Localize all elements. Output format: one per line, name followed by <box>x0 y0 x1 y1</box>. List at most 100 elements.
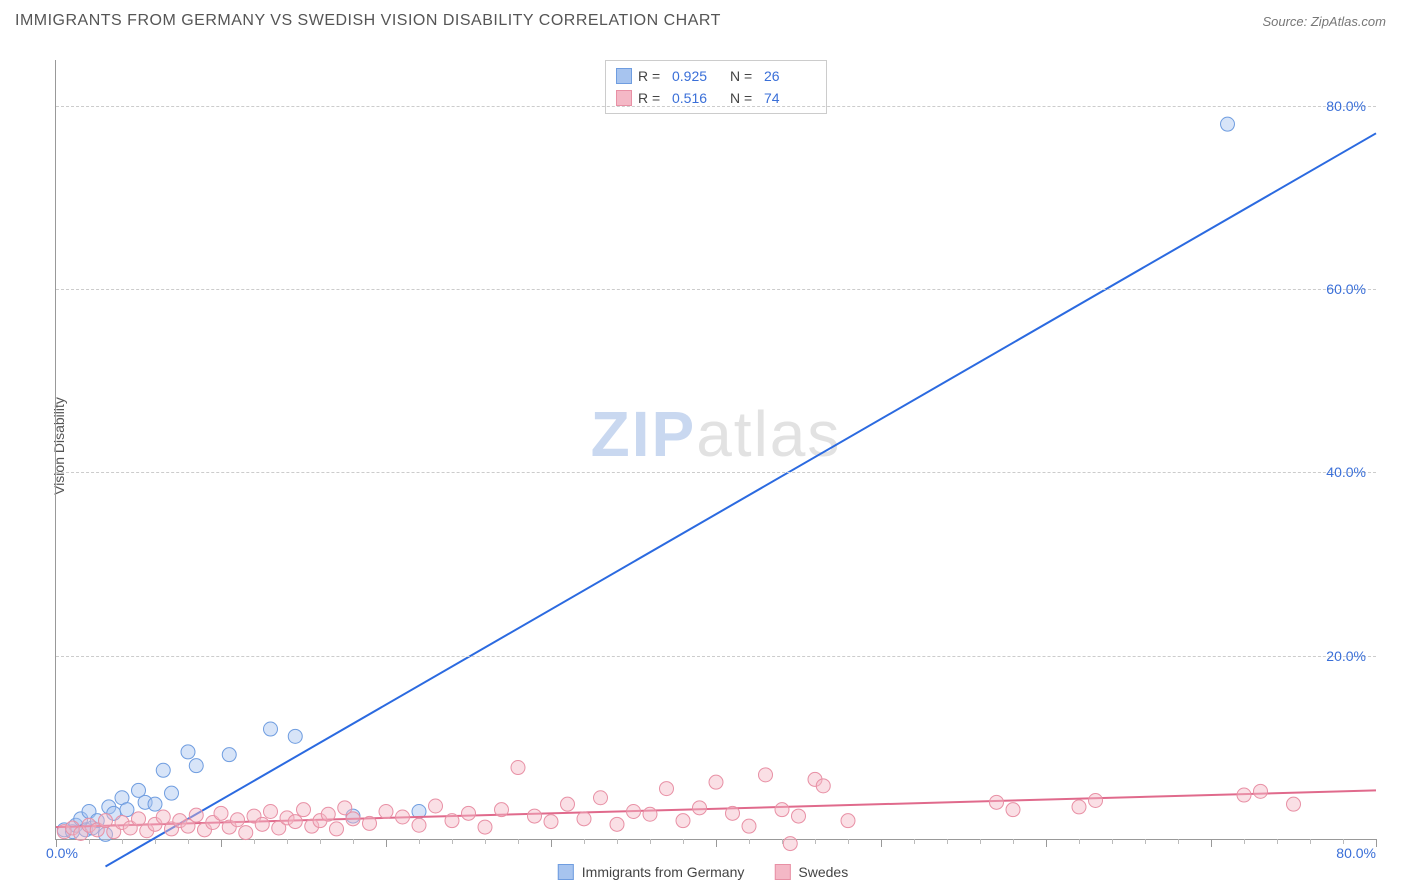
source-name: ZipAtlas.com <box>1311 14 1386 29</box>
data-point <box>660 782 674 796</box>
x-tick <box>1244 839 1245 844</box>
data-point <box>132 812 146 826</box>
source-attribution: Source: ZipAtlas.com <box>1262 14 1386 29</box>
x-tick <box>320 839 321 844</box>
data-point <box>1072 800 1086 814</box>
x-tick <box>980 839 981 844</box>
data-point <box>189 759 203 773</box>
y-tick-label: 80.0% <box>1326 98 1366 114</box>
data-point <box>511 761 525 775</box>
data-point <box>726 806 740 820</box>
data-point <box>1089 794 1103 808</box>
x-tick <box>155 839 156 844</box>
x-tick <box>254 839 255 844</box>
data-point <box>231 813 245 827</box>
data-point <box>264 805 278 819</box>
x-tick <box>1343 839 1344 844</box>
data-point <box>775 803 789 817</box>
x-tick <box>782 839 783 844</box>
page-title: IMMIGRANTS FROM GERMANY VS SWEDISH VISIO… <box>15 12 721 30</box>
data-point <box>148 797 162 811</box>
x-tick <box>518 839 519 844</box>
x-tick <box>1145 839 1146 844</box>
x-tick <box>848 839 849 844</box>
data-point <box>412 818 426 832</box>
x-tick <box>221 839 222 847</box>
data-point <box>1006 803 1020 817</box>
data-point <box>841 814 855 828</box>
x-tick <box>617 839 618 844</box>
x-tick <box>815 839 816 844</box>
data-point <box>214 806 228 820</box>
data-point <box>544 815 558 829</box>
x-tick <box>683 839 684 844</box>
x-tick <box>551 839 552 847</box>
data-point <box>330 822 344 836</box>
x-tick <box>188 839 189 844</box>
series-legend: Immigrants from Germany Swedes <box>558 864 848 880</box>
x-tick <box>716 839 717 847</box>
data-point <box>783 837 797 851</box>
data-point <box>429 799 443 813</box>
gridline <box>56 289 1376 290</box>
data-point <box>321 807 335 821</box>
series-name-1: Swedes <box>798 864 848 880</box>
data-point <box>792 809 806 823</box>
data-point <box>528 809 542 823</box>
data-point <box>561 797 575 811</box>
x-tick <box>56 839 57 847</box>
data-point <box>189 808 203 822</box>
legend-swatch-1b <box>774 864 790 880</box>
x-tick <box>914 839 915 844</box>
data-point <box>396 810 410 824</box>
y-tick-label: 60.0% <box>1326 281 1366 297</box>
data-point <box>495 803 509 817</box>
x-tick <box>1112 839 1113 844</box>
source-prefix: Source: <box>1262 14 1310 29</box>
data-point <box>239 826 253 840</box>
x-tick <box>650 839 651 844</box>
data-point <box>222 748 236 762</box>
data-point <box>255 817 269 831</box>
chart-plot-area: ZIPatlas R = 0.925 N = 26 R = 0.516 N = … <box>55 60 1376 840</box>
data-point <box>577 812 591 826</box>
data-point <box>165 786 179 800</box>
data-point <box>156 810 170 824</box>
data-point <box>297 803 311 817</box>
gridline <box>56 656 1376 657</box>
x-tick <box>1013 839 1014 844</box>
gridline <box>56 106 1376 107</box>
x-tick <box>89 839 90 844</box>
x-tick-end: 80.0% <box>1336 845 1376 861</box>
legend-item-1: Swedes <box>774 864 848 880</box>
scatter-svg <box>56 60 1376 839</box>
x-tick <box>1376 839 1377 847</box>
x-tick <box>122 839 123 844</box>
data-point <box>816 779 830 793</box>
data-point <box>462 806 476 820</box>
data-point <box>742 819 756 833</box>
x-tick <box>1178 839 1179 844</box>
data-point <box>288 729 302 743</box>
data-point <box>379 805 393 819</box>
x-tick <box>1277 839 1278 844</box>
data-point <box>445 814 459 828</box>
data-point <box>156 763 170 777</box>
x-tick <box>1211 839 1212 847</box>
x-tick <box>419 839 420 844</box>
data-point <box>759 768 773 782</box>
data-point <box>643 807 657 821</box>
data-point <box>1221 117 1235 131</box>
header: IMMIGRANTS FROM GERMANY VS SWEDISH VISIO… <box>0 0 1406 42</box>
trend-line-0 <box>106 133 1377 866</box>
x-tick <box>1310 839 1311 844</box>
data-point <box>1287 797 1301 811</box>
data-point <box>478 820 492 834</box>
x-tick <box>584 839 585 844</box>
legend-swatch-0b <box>558 864 574 880</box>
data-point <box>181 745 195 759</box>
legend-item-0: Immigrants from Germany <box>558 864 745 880</box>
x-tick <box>947 839 948 844</box>
x-tick <box>1046 839 1047 847</box>
x-tick <box>287 839 288 844</box>
